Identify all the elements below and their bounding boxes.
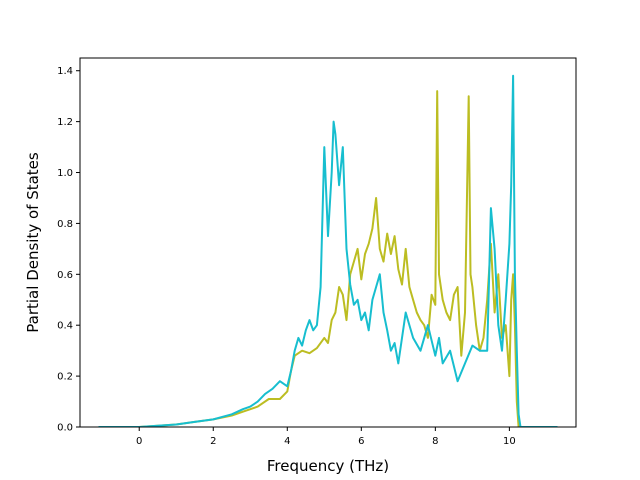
series-line-2 (98, 74, 558, 427)
plot-frame (79, 57, 577, 428)
x-tick-label: 2 (210, 436, 216, 447)
y-tick-label: 0.2 (57, 372, 73, 383)
plot-area (79, 57, 577, 428)
x-tick-label: 8 (432, 436, 438, 447)
y-tick-label: 0.4 (57, 321, 73, 332)
y-tick-label: 0.8 (57, 219, 73, 230)
y-tick-label: 0.6 (57, 270, 73, 281)
x-tick-label: 10 (503, 436, 516, 447)
y-tick-label: 1.4 (57, 66, 73, 77)
y-tick-label: 1.2 (57, 117, 73, 128)
x-tick-label: 0 (136, 436, 142, 447)
y-tick-label: 0.0 (57, 423, 73, 434)
plot-background (80, 58, 576, 427)
series-layer (98, 74, 558, 427)
y-axis-title: Partial Density of States (24, 152, 42, 333)
x-axis-title: Frequency (THz) (267, 457, 389, 475)
x-tick-label: 6 (358, 436, 364, 447)
y-axis-ticks: 0.0 0.2 0.4 0.6 0.8 1.0 1.2 1.4 (57, 66, 80, 434)
x-tick-label: 4 (284, 436, 290, 447)
y-tick-label: 1.0 (57, 168, 73, 179)
x-axis-ticks: 0 2 4 6 8 10 (136, 427, 516, 447)
